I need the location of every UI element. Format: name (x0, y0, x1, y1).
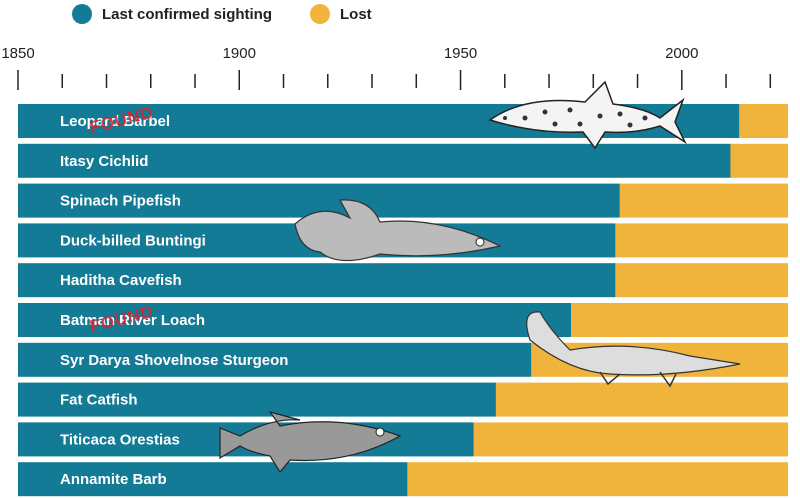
fish-orestias (219, 410, 402, 474)
bar-lost (730, 143, 788, 178)
bar-lost (473, 422, 788, 457)
bar-label: Itasy Cichlid (60, 153, 148, 170)
bar-label: Duck-billed Buntingi (60, 232, 206, 249)
legend-label: Lost (340, 6, 372, 23)
fish-buntingi (294, 199, 502, 262)
legend-swatch (72, 4, 92, 24)
bar-sighting (18, 462, 408, 497)
fish-illustrations (219, 80, 741, 474)
bar-lost (407, 462, 788, 497)
x-tick-label: 1850 (1, 45, 34, 62)
bar-label: Haditha Cavefish (60, 272, 182, 289)
bar-lost (739, 104, 788, 138)
x-tick-label: 2000 (665, 45, 698, 62)
fish-leopard-barbel (488, 80, 687, 150)
fish-sturgeon (526, 311, 741, 388)
bar-lost (495, 382, 788, 417)
bar-sighting (18, 143, 731, 178)
bar-label: Syr Darya Shovelnose Sturgeon (60, 352, 288, 369)
legend-swatch (310, 4, 330, 24)
bar-label: Leopard Barbel (60, 113, 170, 130)
bar-lost (615, 263, 788, 298)
bar-label: Titicaca Orestias (60, 431, 180, 448)
bar-label: Fat Catfish (60, 392, 138, 409)
x-tick-label: 1900 (223, 45, 256, 62)
x-tick-label: 1950 (444, 45, 477, 62)
bar-label: Spinach Pipefish (60, 193, 181, 210)
bar-lost (571, 303, 788, 337)
bar-sighting (18, 342, 532, 377)
bar-lost (619, 183, 788, 218)
bar-sighting (18, 382, 496, 417)
bar-sighting (18, 303, 572, 337)
bar-sighting (18, 263, 616, 298)
legend-label: Last confirmed sighting (102, 6, 272, 23)
bar-label: Annamite Barb (60, 471, 167, 488)
bar-label: Batman River Loach (60, 312, 205, 329)
bar-lost (615, 223, 788, 258)
